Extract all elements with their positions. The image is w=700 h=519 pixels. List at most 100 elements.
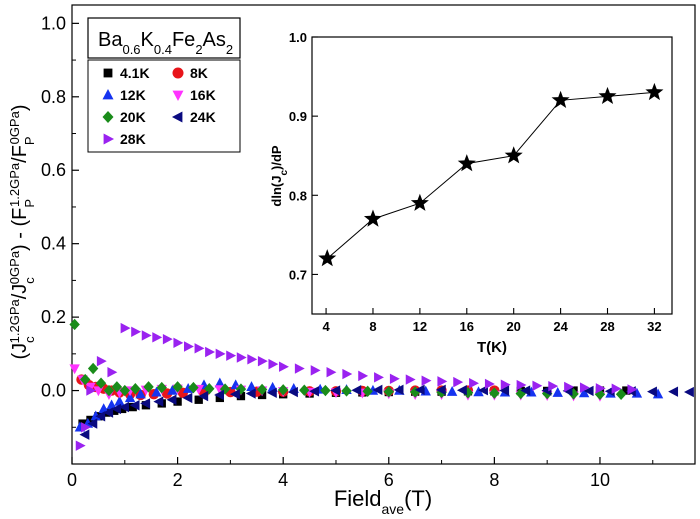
data-point [389,373,400,385]
inset-star-point [363,209,383,227]
data-point [435,384,446,396]
data-point [124,392,136,403]
title-element: Ba [98,29,123,51]
data-point [166,394,177,405]
inset-y-axis-label: dln(Jc)/dP [269,145,290,207]
data-point [173,397,182,406]
data-point [111,403,122,415]
main-x-axis-label: Fieldave(T) [334,486,432,517]
inset-star-point [410,193,429,211]
data-point [167,384,178,395]
inset-y-tick-label: 0.8 [289,188,307,203]
data-point [288,386,298,398]
data-point [578,387,590,398]
data-point [446,385,458,396]
x-tick-label: 8 [489,470,499,490]
main-axes: 0 2 4 6 8 100.00.20.40.60.81.0 [41,13,654,490]
data-point [119,384,130,397]
title-element: As [203,29,226,51]
data-point [453,376,464,388]
data-point [188,381,199,394]
data-point [372,384,383,396]
data-point [520,385,531,396]
inset-star-point [645,82,664,101]
data-point [117,404,127,414]
data-point [75,440,86,451]
data-point [151,386,162,397]
inset-x-tick-label: 20 [506,319,520,334]
legend-label: 20K [120,109,146,125]
inset-x-tick-label: 32 [647,319,661,334]
legend-entry-8K: 8K [172,65,208,81]
data-point [110,406,119,415]
legend-marker [171,111,183,123]
data-point [69,364,80,375]
title-subscript: 0.4 [154,42,172,57]
data-point [615,388,627,400]
data-point [95,377,107,389]
data-point [516,379,527,391]
data-point [194,395,203,404]
data-point [79,429,90,440]
data-point [279,361,289,372]
title-subscript: 2 [226,42,233,57]
data-point [247,354,258,365]
data-point [342,368,353,380]
legend-entry-12K: 12K [102,87,146,103]
data-point [414,384,425,396]
data-point [141,330,152,341]
inset-star-point [504,146,523,164]
inset-y-tick-label: 0.9 [289,109,307,124]
y-tick-label: 0.2 [41,307,66,327]
data-point [548,380,559,392]
legend-marker [103,133,115,145]
data-point [143,381,154,393]
data-point [469,378,479,389]
data-point [98,403,109,414]
data-point [81,422,91,433]
data-point [95,411,106,422]
data-point [215,348,226,360]
data-point [256,383,268,396]
inset-plot-frame [311,36,673,315]
inset-x-axis-label: T(K) [477,339,507,356]
data-point [405,374,416,385]
inset-x-tick-label: 8 [369,319,376,334]
series-28K [75,322,638,451]
x-tick-label: 10 [590,470,610,490]
legend-label: 28K [120,131,146,147]
y-tick-label: 0.0 [41,381,66,401]
data-point [111,381,123,393]
inset-x-tick-label: 24 [553,319,568,334]
data-point [229,389,240,400]
data-point [309,386,320,397]
legend-label: 24K [190,109,216,125]
inset-axes: 4 8 12 16 20 24 28 32 0.7 0.8 0.9 1.0 [289,30,662,334]
inset-y-tick-label: 1.0 [289,30,307,45]
data-point [595,383,606,394]
legend-label: 8K [190,65,208,81]
legend-label: 12K [120,87,146,103]
data-point [79,373,91,386]
data-point [383,385,394,398]
y-tick-label: 0.6 [41,160,66,180]
data-point [183,341,194,352]
data-point [194,343,205,354]
inset-star-point [551,90,570,108]
data-point [647,386,657,397]
legend-marker [102,110,114,124]
data-point [214,377,226,388]
title-element: Fe [172,29,195,51]
data-point [128,402,137,412]
legend-entry-20K: 20K [102,109,146,125]
x-tick-label: 2 [173,470,183,490]
data-point [86,385,97,396]
inset-x-tick-label: 12 [413,319,427,334]
inset-x-tick-label: 28 [600,319,614,334]
data-point [594,388,606,400]
data-point [611,383,622,394]
legend-entry-24K: 24K [171,109,216,125]
main-y-axis-label: (Jc1.2GPa/Jc0GPa) - (FP1.2GPa/FP0GPa) [7,104,37,359]
data-point [120,322,131,334]
